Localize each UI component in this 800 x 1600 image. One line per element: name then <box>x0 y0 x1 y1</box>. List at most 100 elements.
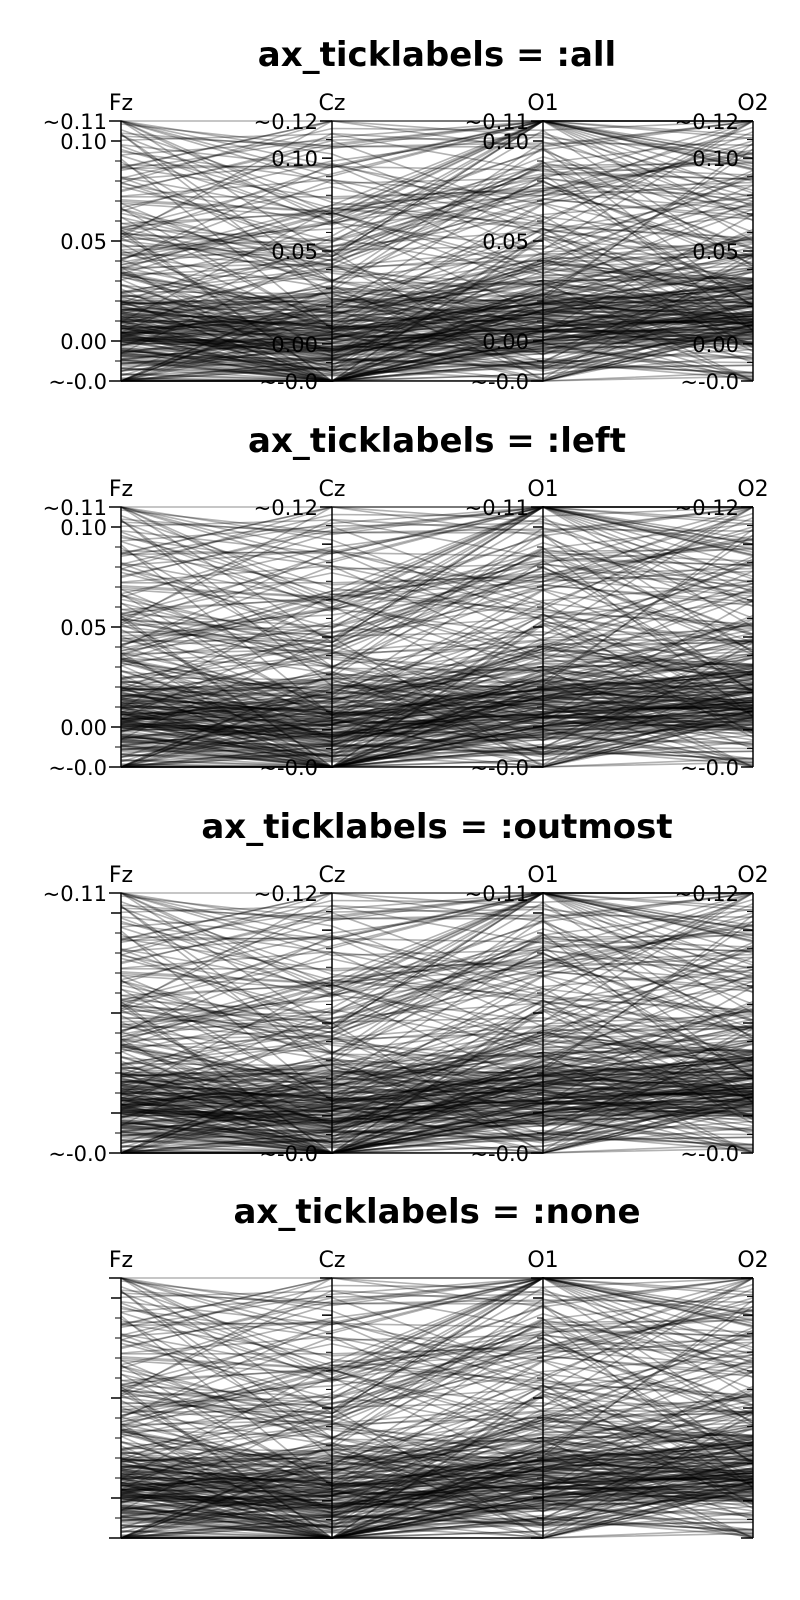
data-line <box>120 120 754 217</box>
data-line <box>120 506 754 652</box>
data-line <box>120 254 754 335</box>
data-line <box>120 133 754 181</box>
data-line <box>120 1277 753 1326</box>
data-line <box>121 723 754 768</box>
data-line <box>120 1060 754 1117</box>
data-line <box>120 682 754 734</box>
data-line <box>120 160 754 255</box>
data-line <box>120 691 754 749</box>
data-line <box>120 1453 754 1505</box>
data-line <box>120 1447 754 1493</box>
data-line <box>120 1475 754 1515</box>
data-line <box>120 263 754 356</box>
data-line <box>120 1472 754 1539</box>
data-line <box>120 324 754 376</box>
data-line <box>120 290 754 336</box>
data-line <box>120 1315 754 1397</box>
data-line <box>120 1277 754 1399</box>
data-line <box>120 1421 754 1493</box>
data-line <box>120 1467 754 1511</box>
data-line <box>120 314 754 381</box>
data-line <box>120 1478 754 1539</box>
data-line <box>120 506 753 644</box>
data-line <box>120 253 754 320</box>
data-line <box>120 1465 754 1526</box>
data-line <box>120 321 754 371</box>
data-line <box>120 1277 754 1304</box>
data-line <box>120 559 754 697</box>
data-line <box>120 1390 754 1525</box>
data-line <box>120 1055 754 1154</box>
data-line <box>120 1442 754 1502</box>
data-line <box>120 715 754 768</box>
data-line <box>120 215 754 331</box>
data-line <box>121 342 754 382</box>
data-line <box>120 535 754 620</box>
data-line <box>120 572 754 620</box>
data-line <box>120 315 754 382</box>
data-line <box>120 1089 754 1122</box>
data-line <box>120 1102 754 1154</box>
data-line <box>120 1083 754 1115</box>
data-line <box>120 308 754 360</box>
data-line <box>120 169 754 281</box>
data-line <box>120 1376 754 1473</box>
data-line <box>120 252 754 382</box>
data-line <box>120 120 754 271</box>
data-line <box>120 283 754 382</box>
data-line <box>120 515 754 625</box>
limit-label-bottom: ~-0.0 <box>680 370 739 394</box>
data-line <box>120 1120 754 1130</box>
axis-o1: O1~0.11 ~-0.0 <box>465 863 559 1166</box>
data-line <box>120 213 754 334</box>
panel-title: ax_ticklabels = :all <box>258 35 616 75</box>
data-line <box>120 701 754 768</box>
data-line <box>120 1370 754 1491</box>
data-line <box>120 330 754 382</box>
data-line <box>120 1087 754 1154</box>
data-line <box>120 506 754 602</box>
data-line <box>120 1336 754 1463</box>
data-line <box>120 1491 754 1513</box>
data-line <box>120 155 754 248</box>
data-line <box>120 653 754 711</box>
data-line <box>120 271 754 316</box>
data-line <box>120 1066 754 1097</box>
data-line <box>120 720 754 742</box>
data-line <box>120 506 754 533</box>
data-line <box>120 120 754 230</box>
data-line <box>120 276 754 315</box>
data-line <box>121 710 754 768</box>
data-line <box>120 348 754 358</box>
axis-fz: Fz~0.11 ~-0.0 <box>43 863 133 1166</box>
data-line <box>120 1317 754 1412</box>
data-line <box>120 1436 754 1493</box>
data-line <box>120 951 754 1078</box>
data-line <box>120 683 754 759</box>
data-line <box>120 506 754 611</box>
data-line <box>120 1029 754 1144</box>
data-line <box>120 686 754 752</box>
data-line <box>120 1027 754 1152</box>
data-line <box>120 1468 754 1485</box>
data-line <box>120 1035 754 1128</box>
data-line <box>120 667 754 768</box>
data-line <box>120 667 754 720</box>
data-line <box>120 563 754 628</box>
data-line <box>120 1319 754 1449</box>
data-line <box>120 953 754 1041</box>
data-line <box>120 284 754 351</box>
data-line <box>120 149 754 251</box>
data-line <box>120 688 754 725</box>
data-line <box>120 302 754 340</box>
data-line <box>120 1441 754 1495</box>
data-line <box>120 1455 754 1539</box>
data-line <box>120 614 754 701</box>
data-line <box>120 1052 754 1112</box>
data-line <box>120 588 754 655</box>
data-line <box>120 1088 754 1154</box>
data-line <box>120 309 754 382</box>
data-line <box>120 987 754 1103</box>
axis-name: Fz <box>109 863 133 888</box>
axis-name: O2 <box>737 477 768 502</box>
